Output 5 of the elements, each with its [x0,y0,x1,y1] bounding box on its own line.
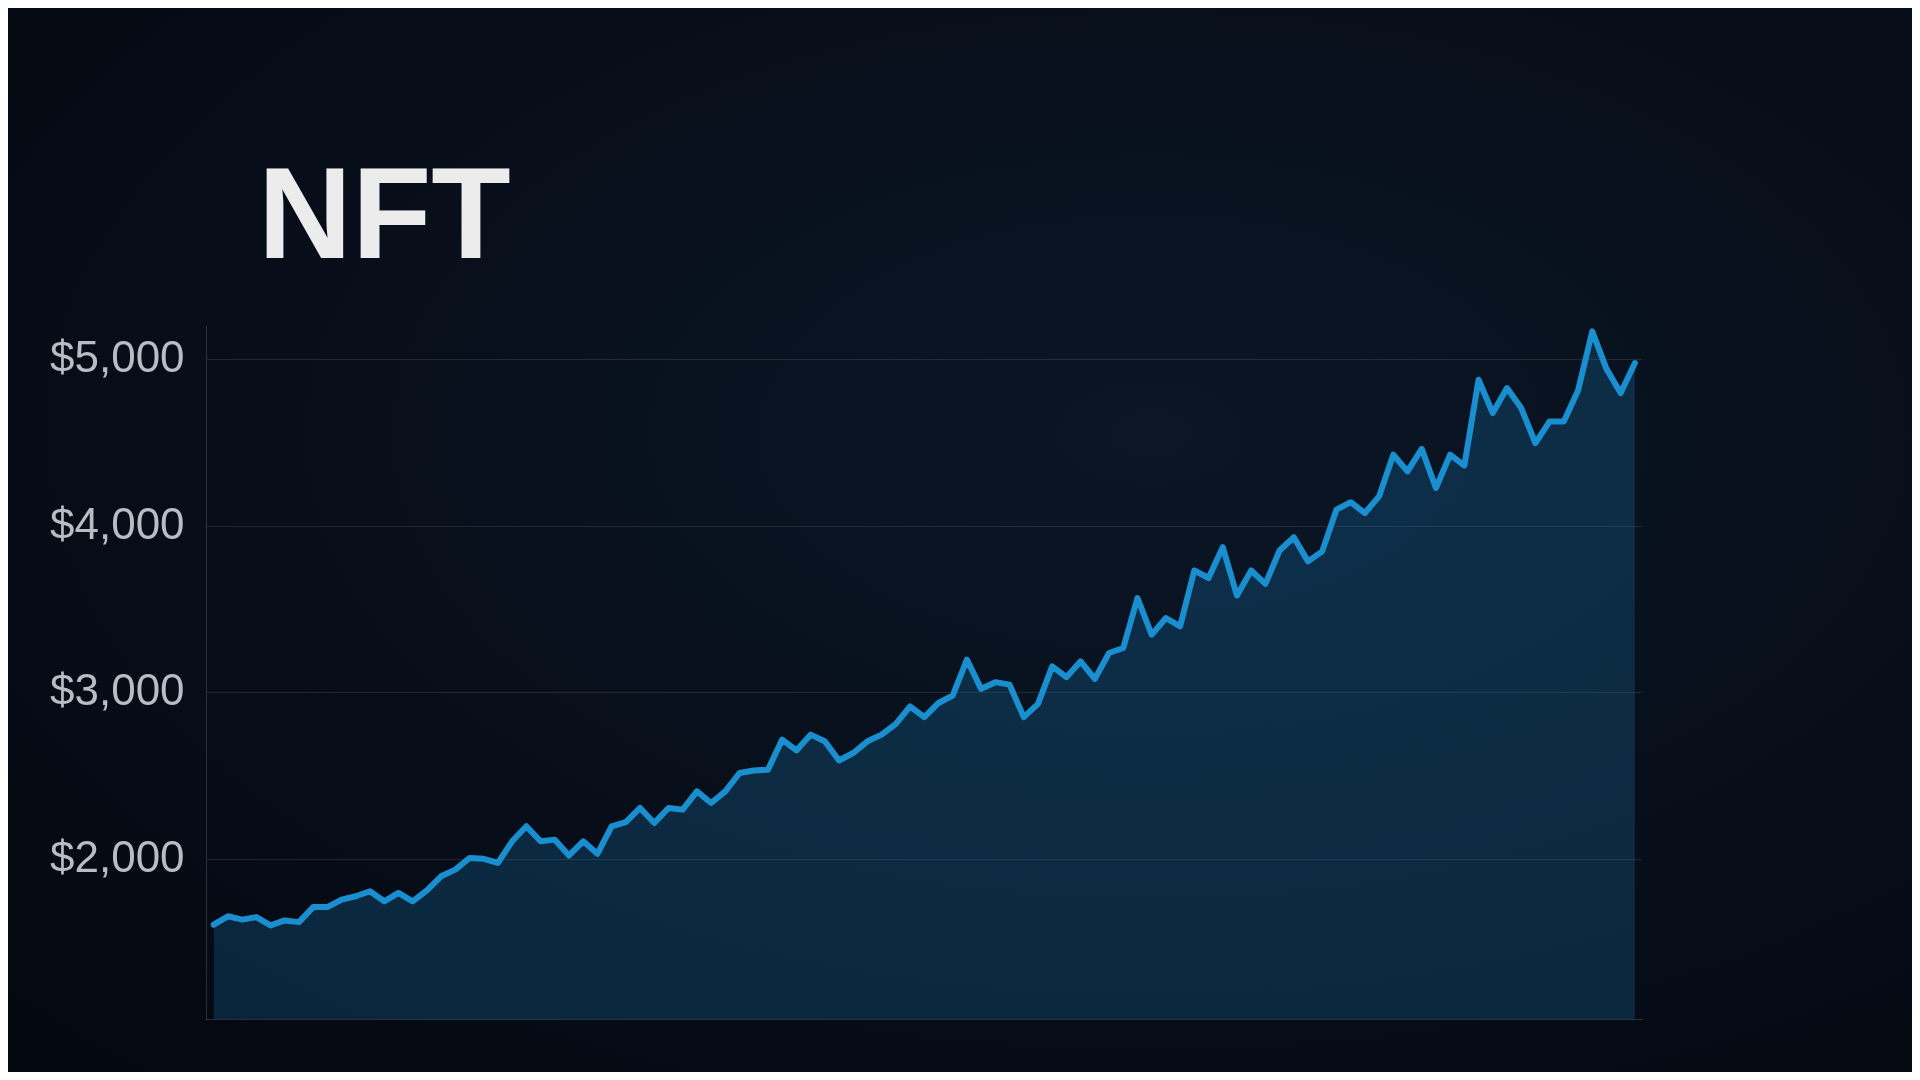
y-tick-label: $3,000 [50,665,185,715]
y-tick-label: $4,000 [50,498,185,548]
y-tick-label: $5,000 [50,331,185,381]
y-tick-label: $2,000 [50,831,185,881]
chart-title: NFT [258,139,511,288]
